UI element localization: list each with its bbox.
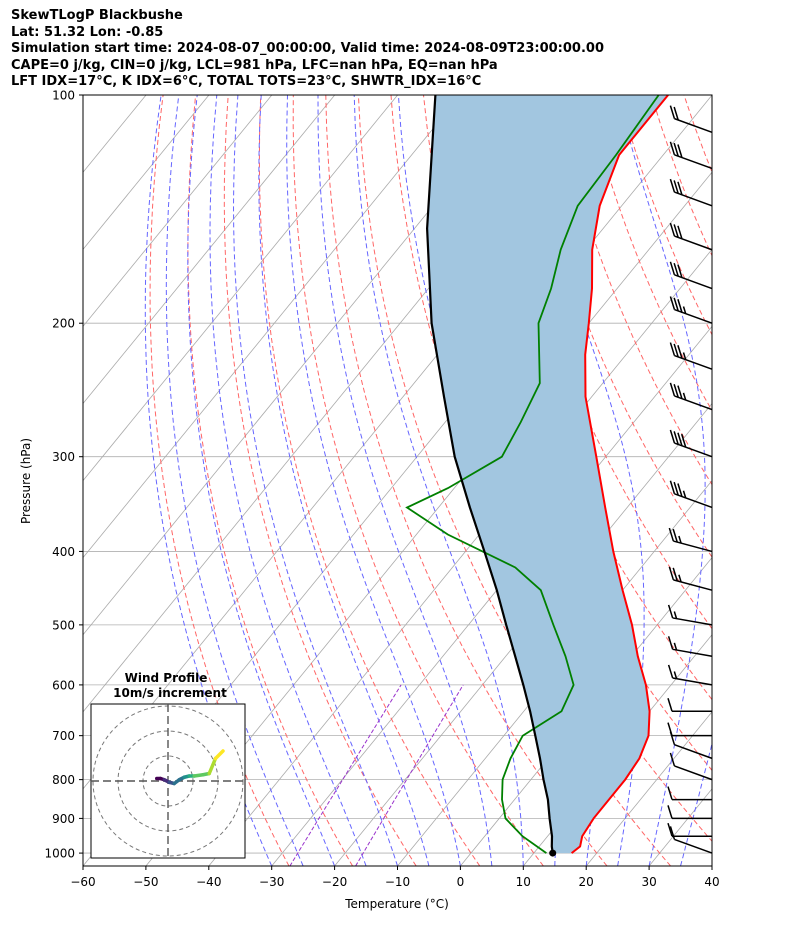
dry-adiabat (782, 95, 794, 866)
dry-adiabat (258, 95, 481, 866)
wind-barb (669, 480, 713, 509)
y-tick-label: 1000 (44, 847, 75, 861)
y-tick-label: 400 (52, 545, 75, 559)
dry-adiabat (585, 95, 712, 412)
temperature-profile (570, 95, 669, 854)
cin-shading (427, 95, 669, 854)
isotherm-line (397, 479, 712, 866)
dry-adiabat (618, 95, 712, 336)
isotherm-line (83, 95, 336, 405)
x-tick-label: 0 (457, 875, 465, 889)
x-tick-label: −60 (70, 875, 95, 889)
isotherm-line (334, 402, 712, 866)
chart-header: SkewTLogP Blackbushe Lat: 51.32 Lon: -0.… (11, 8, 604, 91)
dewpoint-profile (405, 95, 660, 854)
dry-adiabat (749, 95, 794, 866)
y-tick-label: 100 (52, 89, 75, 103)
wind-barb (669, 222, 713, 251)
wind-barb (668, 527, 713, 553)
y-tick-label: 600 (52, 678, 75, 692)
wind-barb (669, 752, 713, 781)
dry-adiabat (223, 95, 417, 866)
moist-adiabat (187, 95, 336, 866)
dry-adiabat (650, 95, 712, 257)
isotherm-line (83, 95, 524, 636)
isotherm-line (83, 95, 273, 328)
x-tick-label: 20 (579, 875, 594, 889)
dry-adiabat (149, 95, 290, 866)
wind-barb (669, 342, 713, 370)
hodograph-segment (213, 749, 225, 761)
chart-title: SkewTLogP Blackbushe (11, 8, 183, 23)
dry-adiabat (717, 95, 794, 866)
wind-barb (669, 296, 713, 324)
moist-adiabat (258, 95, 430, 866)
wind-barb (667, 822, 712, 837)
inset-title: Wind Profile (125, 671, 208, 685)
moist-adiabat (524, 95, 645, 866)
dry-adiabat (553, 95, 712, 486)
station-coordinates: Lat: 51.32 Lon: -0.85 (11, 24, 164, 40)
moist-adiabat (209, 95, 367, 866)
dry-adiabat (187, 95, 354, 866)
isotherm-line (83, 95, 461, 559)
wind-profile-inset: Wind Profile 10m/s increment (90, 671, 246, 859)
wind-barb (667, 636, 713, 657)
stability-indices: LFT IDX=17°C, K IDX=6°C, TOTAL TOTS=23°C… (11, 74, 482, 89)
y-axis-label: Pressure (hPa) (19, 438, 33, 524)
convective-parameters: CAPE=0 j/kg, CIN=0 j/kg, LCL=981 hPa, LF… (11, 57, 498, 73)
moist-adiabat (232, 95, 398, 866)
isotherm-line (83, 95, 84, 96)
wind-barb (669, 261, 713, 290)
y-tick-label: 500 (52, 618, 75, 632)
moist-adiabat (317, 95, 493, 866)
wind-barb (669, 429, 713, 458)
x-tick-label: −40 (196, 875, 221, 889)
y-tick-label: 800 (52, 773, 75, 787)
wind-barb (667, 786, 712, 801)
wind-barb (667, 805, 712, 820)
x-tick-label: 30 (641, 875, 656, 889)
y-tick-label: 900 (52, 812, 75, 826)
wind-barb (668, 566, 713, 591)
isotherm-line (83, 95, 210, 250)
wind-barb (669, 178, 713, 207)
wind-barb (667, 722, 712, 737)
x-tick-label: 10 (516, 875, 531, 889)
simulation-times: Simulation start time: 2024-08-07_00:00:… (11, 41, 604, 56)
wind-barb (669, 141, 713, 170)
x-tick-label: 40 (704, 875, 719, 889)
isotherm-line (711, 865, 712, 866)
wind-barb (669, 826, 713, 854)
moist-adiabat (353, 95, 524, 866)
x-tick-label: −10 (385, 875, 410, 889)
wind-barb (669, 382, 713, 411)
moist-adiabat (711, 864, 712, 866)
moist-adiabat (144, 95, 273, 866)
y-tick-label: 700 (52, 729, 75, 743)
isotherm-line (585, 711, 712, 866)
x-tick-label: −30 (259, 875, 284, 889)
surface-parcel-marker (549, 849, 557, 857)
dry-adiabat (683, 95, 712, 174)
y-tick-label: 200 (52, 317, 75, 331)
inset-subtitle: 10m/s increment (113, 686, 227, 700)
y-tick-label: 300 (52, 450, 75, 464)
wind-barb (667, 664, 713, 686)
x-tick-label: −50 (133, 875, 158, 889)
wind-barb (667, 604, 713, 626)
wind-barb (669, 105, 713, 134)
moist-adiabat (286, 95, 461, 866)
mixing-ratio-line (355, 684, 464, 866)
isotherm-line (775, 95, 794, 866)
parcel-profile (425, 95, 554, 854)
moist-adiabat (165, 95, 304, 866)
mixing-ratio-line (289, 684, 402, 866)
isotherm-line (648, 788, 712, 866)
x-axis-label: Temperature (°C) (344, 897, 449, 911)
x-tick-label: −20 (322, 875, 347, 889)
hodograph-segment (207, 756, 218, 776)
wind-barb (667, 698, 712, 713)
